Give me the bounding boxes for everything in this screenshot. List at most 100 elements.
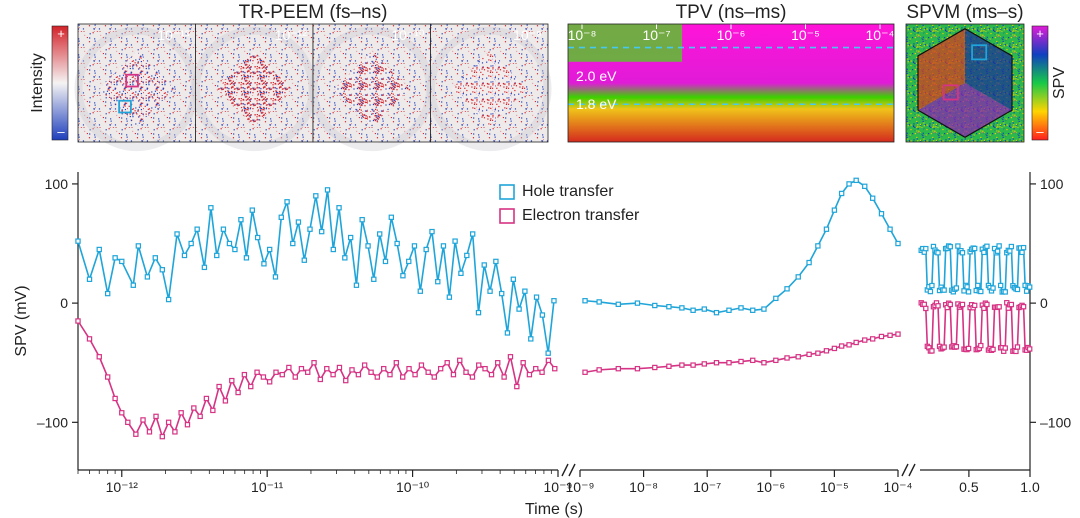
series-marker [198,414,202,418]
series-line [78,190,554,353]
spvm-title: SPVM (ms–s) [906,2,1023,23]
series-marker [948,245,952,249]
series-marker [896,332,900,336]
series-marker [451,373,455,377]
series-marker [956,244,960,248]
series-marker [824,349,828,353]
series-marker [508,355,512,359]
series-marker [871,196,875,200]
series-marker [320,230,324,234]
series-marker [223,399,227,403]
series-marker [727,361,731,365]
series-marker [762,361,766,365]
series-marker [268,380,272,384]
series-marker [653,365,657,369]
series-marker [653,303,657,307]
legend-label: Hole transfer [522,183,614,200]
series-marker [375,375,379,379]
series-marker [552,299,556,303]
series-marker [343,256,347,260]
series-marker [279,215,283,219]
series-marker [407,259,411,263]
spv-label: SPV [1051,67,1068,99]
series-marker [418,289,422,293]
series-marker [966,346,970,350]
series-marker [840,344,844,348]
series-marker [863,184,867,188]
series-marker [233,247,237,251]
series-marker [702,307,706,311]
series-line [585,334,898,372]
xtick: 10⁻⁵ [820,479,849,495]
series-marker [106,291,110,295]
series-marker [209,206,213,210]
series-marker [160,435,164,439]
series-marker [195,227,199,231]
series-marker [389,215,393,219]
series-marker [680,363,684,367]
series-marker [308,227,312,231]
series-marker [534,295,538,299]
series-marker [250,208,254,212]
series-marker [1021,246,1025,250]
series-marker [360,218,364,222]
series-marker [262,262,266,266]
xtick: 10⁻⁹ [566,479,595,495]
series-marker [471,232,475,236]
series-marker [529,337,533,341]
series-marker [714,361,718,365]
series-marker [242,373,246,377]
series-marker [483,367,487,371]
legend-marker [500,209,514,223]
series-marker [976,283,980,287]
series-marker [739,359,743,363]
xtick: 10⁻⁸ [629,479,658,495]
series-marker [489,373,493,377]
series-marker [293,375,297,379]
ytick-right: –100 [1040,414,1071,430]
series-marker [553,367,557,371]
series-marker [816,351,820,355]
series-marker [985,244,989,248]
series-marker [871,337,875,341]
series-marker [179,411,183,415]
xtick: 10⁻¹⁰ [396,479,430,495]
series-marker [76,319,80,323]
series-marker [204,396,208,400]
series-marker [459,271,463,275]
series-marker [942,288,946,292]
series-marker [930,283,934,287]
tpv-xtick: 10⁻⁵ [791,27,820,43]
series-marker [1028,347,1032,351]
series-marker [419,363,423,367]
series-marker [863,338,867,342]
legend-label: Electron transfer [522,207,640,224]
y-label-left: SPV (mV) [13,285,30,356]
series-marker [954,345,958,349]
ytick-left: 0 [60,295,68,311]
series-marker [331,373,335,377]
series-marker [928,289,932,293]
series-marker [824,227,828,231]
peem-title: TR-PEEM (fs–ns) [239,2,388,23]
tpv-energy-label: 2.0 eV [576,68,617,84]
series-marker [482,263,486,267]
series-marker [985,302,989,306]
series-marker [424,247,428,251]
tpv-xtick: 10⁻⁶ [717,27,746,43]
ytick-right: 100 [1040,176,1064,192]
series-marker [996,249,1000,253]
series-marker [249,384,253,388]
series-marker [635,367,639,371]
series-marker [331,247,335,251]
series-marker [97,355,101,359]
series-marker [546,351,550,355]
series-marker [999,283,1003,287]
xtick: 10⁻⁷ [693,479,721,495]
series-marker [973,246,977,250]
series-marker [287,365,291,369]
series-marker [635,301,639,305]
series-marker [534,367,538,371]
series-marker [854,178,858,182]
series-marker [796,275,800,279]
